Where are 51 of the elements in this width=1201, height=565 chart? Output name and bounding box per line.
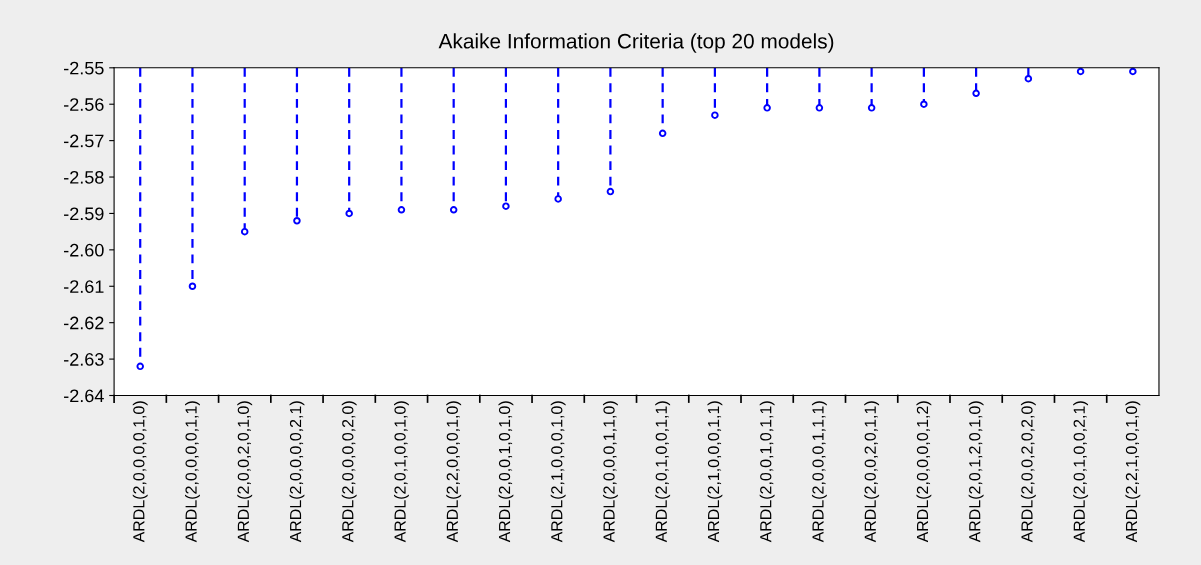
- point: [1129, 67, 1137, 76]
- x-tick-label: ARDL(2,0,0,2,0,1,1): [864, 401, 880, 543]
- point: [815, 104, 824, 112]
- x-tick-label: ARDL(2,0,1,0,0,1,0): [393, 401, 409, 543]
- x-tick-label: ARDL(2,0,0,0,0,2,0): [341, 401, 357, 543]
- point: [867, 104, 876, 112]
- y-tick-label: -2.61: [64, 280, 104, 293]
- x-tick-label: ARDL(2,2,1,0,0,1,0): [1125, 401, 1141, 543]
- point: [1076, 67, 1085, 76]
- point: [554, 195, 562, 203]
- x-tick-label: ARDL(2,0,1,2,0,1,0): [968, 401, 984, 543]
- x-tick-label: ARDL(2,0,0,1,0,1,1): [759, 401, 775, 543]
- y-tick-label: -2.55: [64, 61, 104, 75]
- y-tick-label: -2.57: [64, 134, 104, 148]
- x-tick-label: ARDL(2,0,0,0,0,1,1): [185, 401, 200, 543]
- point: [240, 227, 249, 236]
- point: [658, 129, 667, 138]
- y-tick-label: -2.60: [64, 243, 104, 257]
- x-tick-label: ARDL(2,0,0,2,0,2,0): [1020, 401, 1036, 543]
- x-tick-label: ARDL(2,0,0,0,0,1,0): [132, 401, 148, 543]
- point: [293, 216, 301, 225]
- point: [188, 282, 197, 291]
- chart-title: Akaike Information Criteria (top 20 models): [438, 33, 834, 53]
- x-tick-label: ARDL(2,0,0,0,1,1,0): [602, 401, 618, 543]
- point: [1024, 74, 1033, 83]
- y-tick-label: -2.58: [64, 170, 104, 184]
- x-tick-label: ARDL(2,0,0,0,0,1,2): [916, 401, 932, 543]
- x-tick-label: ARDL(2,0,0,1,0,1,0): [498, 401, 514, 543]
- point: [397, 206, 406, 214]
- point: [502, 202, 510, 210]
- point: [711, 111, 719, 119]
- x-tick-label: ARDL(2,0,1,0,0,2,1): [1073, 401, 1089, 543]
- point: [920, 100, 928, 108]
- x-tick-label: ARDL(2,0,0,2,0,1,0): [237, 401, 253, 543]
- x-tick-label: ARDL(2,2,0,0,0,1,0): [446, 401, 462, 543]
- y-tick-label: -2.62: [64, 316, 104, 330]
- x-tick-label: ARDL(2,1,0,0,0,1,0): [550, 401, 566, 543]
- y-tick-label: -2.63: [64, 353, 104, 366]
- point: [449, 206, 458, 214]
- x-tick-label: ARDL(2,1,0,0,0,1,1): [707, 401, 723, 543]
- y-tick-label: -2.56: [64, 98, 104, 111]
- point: [972, 89, 980, 98]
- point: [136, 362, 144, 371]
- x-tick-label: ARDL(2,0,0,0,1,1,1): [811, 401, 827, 543]
- y-tick-label: -2.64: [64, 389, 104, 403]
- point: [763, 104, 771, 112]
- point: [606, 187, 615, 196]
- x-tick-label: ARDL(2,0,0,0,0,2,1): [289, 401, 305, 543]
- point: [345, 209, 353, 218]
- x-tick-label: ARDL(2,0,1,0,0,1,1): [655, 401, 671, 543]
- y-tick-label: -2.59: [64, 207, 104, 221]
